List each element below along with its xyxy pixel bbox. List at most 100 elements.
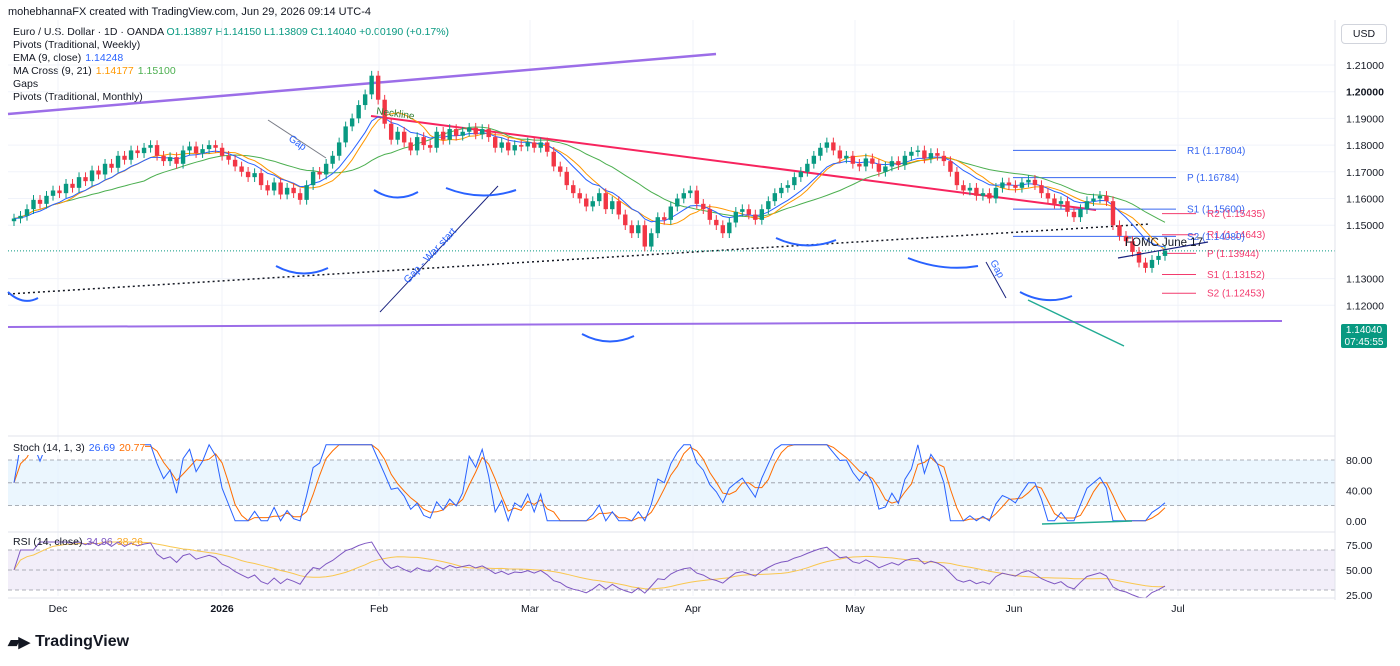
candle-body (909, 151, 914, 156)
dotted-trendline (7, 223, 1151, 295)
candle-body (362, 94, 368, 106)
pivot-label: S1 (1.15600) (1187, 205, 1245, 216)
candle-body (759, 209, 765, 220)
candle-body (330, 155, 335, 164)
candle-body (70, 183, 75, 188)
candle-body (681, 193, 686, 199)
legend-ema[interactable]: EMA (9, close) 1.14248 (13, 52, 123, 65)
price-tick-label: 1.20000 (1346, 87, 1384, 99)
legend-ma-cross-label: MA Cross (9, 21) (13, 65, 92, 77)
ma-fast-line (13, 112, 1166, 251)
price-tick-label: 1.18000 (1346, 140, 1384, 152)
pivot-label: S2 (1.12453) (1207, 289, 1265, 300)
candle-body (753, 214, 758, 220)
legend-gaps[interactable]: Gaps (13, 78, 39, 90)
stoch-tick-label: 80.00 (1346, 455, 1372, 467)
candle-body (434, 131, 439, 148)
candle-body (24, 209, 30, 216)
candle-body (792, 177, 797, 186)
candle-body (798, 171, 804, 178)
legend-pivots-weekly[interactable]: Pivots (Traditional, Weekly) (13, 39, 141, 51)
stoch-k-value: 26.69 (88, 442, 116, 454)
candle-body (11, 218, 17, 222)
rsi-label: RSI (14, close) (13, 536, 83, 548)
gap-arrow (985, 261, 1007, 299)
candle-body (857, 163, 862, 167)
currency-button[interactable]: USD (1341, 24, 1387, 44)
candle-body (922, 150, 927, 159)
stoch-k-line (13, 443, 1166, 523)
stoch-tick-label: 0.00 (1346, 516, 1367, 528)
candle-body (1071, 211, 1077, 218)
candle-body (284, 187, 290, 195)
candle-body (453, 129, 459, 136)
candle-body (662, 217, 667, 220)
tradingview-logo-icon: ▰▶ (8, 634, 30, 651)
candle-body (597, 193, 602, 202)
candle-body (291, 187, 296, 194)
legend-ma-fast: 1.14177 (95, 65, 134, 77)
candle-body (779, 187, 784, 194)
candle-body (694, 190, 699, 204)
candle-body (1065, 201, 1070, 212)
candle-body (506, 142, 511, 151)
war-gap-arrow (379, 185, 499, 313)
candle-body (733, 211, 739, 223)
candle-body (551, 151, 556, 167)
candle-body (265, 185, 270, 191)
candle-body (701, 203, 706, 210)
candle-body (258, 173, 264, 186)
pattern-arc (7, 291, 39, 302)
price-tick-label: 1.17000 (1346, 167, 1384, 179)
candle-body (941, 155, 947, 162)
stoch-tick-label: 40.00 (1346, 485, 1372, 497)
pivot-label: P (1.13944) (1207, 249, 1259, 260)
candle-body (128, 150, 134, 160)
candle-body (545, 142, 550, 152)
legend-pivots-monthly[interactable]: Pivots (Traditional, Monthly) (13, 91, 143, 103)
candle-body (987, 193, 992, 199)
candle-body (414, 137, 420, 151)
tradingview-logo[interactable]: ▰▶ TradingView (8, 633, 129, 651)
candle-body (577, 193, 582, 199)
candle-body (649, 233, 654, 247)
candle-body (675, 198, 680, 207)
time-tick-label: Mar (521, 603, 540, 615)
pivot-label: R1 (1.14643) (1207, 230, 1265, 241)
candle-body (876, 163, 882, 172)
gap-label: Gap (286, 133, 308, 153)
candle-body (896, 161, 901, 166)
time-tick-label: Jun (1006, 603, 1023, 615)
candle-body (37, 199, 43, 204)
pattern-arc (373, 189, 419, 199)
moving-averages (13, 112, 1166, 251)
candle-body (480, 129, 485, 135)
legend-ema-label: EMA (9, close) (13, 52, 82, 64)
candle-body (948, 161, 953, 172)
price-tick-label: 1.16000 (1346, 194, 1384, 206)
pivot-lines: R1 (1.17804) P (1.16784) S1 (1.15600)R2 (1… (8, 146, 1335, 300)
candle-body (317, 171, 322, 175)
time-tick-label: Dec (49, 603, 68, 615)
pivot-label: P (1.16784) (1187, 173, 1239, 184)
stoch-legend[interactable]: Stoch (14, 1, 3) 26.69 20.77 (13, 442, 146, 455)
rsi-tick-label: 25.00 (1346, 590, 1372, 602)
rsi-ma-line (13, 541, 1166, 590)
candle-body (167, 157, 173, 162)
candle-body (154, 145, 160, 156)
rsi-legend[interactable]: RSI (14, close) 34.96 38.26 (13, 536, 143, 549)
legend-symbol-name: Euro / U.S. Dollar · 1D · OANDA (13, 26, 164, 38)
candle-body (219, 147, 225, 156)
legend-ma-cross[interactable]: MA Cross (9, 21) 1.14177 1.15100 (13, 65, 176, 78)
candle-body (460, 131, 465, 136)
candle-body (603, 193, 608, 210)
candle-body (818, 147, 823, 156)
candle-body (1039, 185, 1044, 194)
candle-body (538, 142, 543, 148)
candle-body (232, 159, 238, 167)
candle-body (980, 193, 986, 196)
candle-body (63, 183, 69, 194)
pivot-label: S1 (1.13152) (1207, 270, 1265, 281)
candle-body (239, 166, 244, 172)
